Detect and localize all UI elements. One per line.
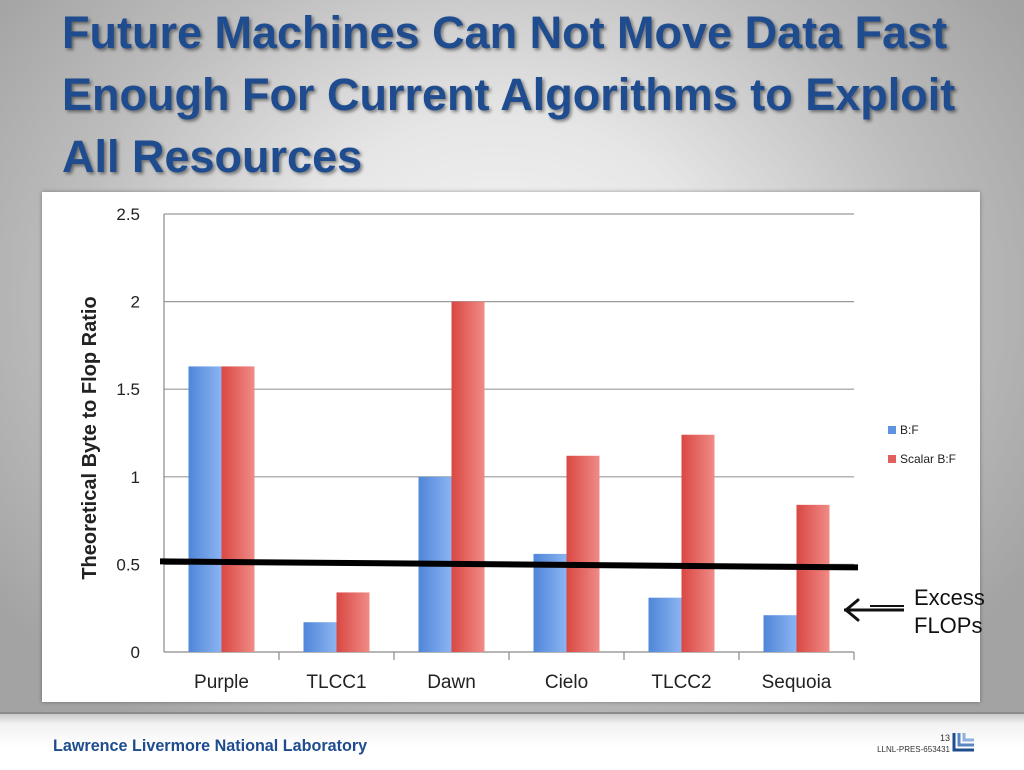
- x-tick-label: TLCC1: [306, 672, 366, 693]
- reference-line-layer: [159, 558, 859, 571]
- legend-label: B:F: [900, 423, 919, 437]
- document-id: LLNL-PRES-653431: [877, 745, 950, 754]
- slide-title: Future Machines Can Not Move Data Fast E…: [62, 7, 956, 182]
- x-tick-label: Dawn: [427, 672, 476, 693]
- legend: B:F Scalar B:F: [888, 423, 956, 466]
- llnl-logo-icon: [952, 733, 974, 752]
- x-tick-label: Sequoia: [762, 672, 832, 693]
- footer-band: [0, 712, 1024, 770]
- page-number: 13: [939, 733, 950, 743]
- x-tick-label: TLCC2: [651, 672, 711, 693]
- y-tick-label: 1.5: [116, 380, 140, 399]
- y-tick-label: 0: [131, 643, 140, 662]
- bar-bf: [648, 597, 682, 652]
- x-tick-labels: Purple TLCC1 Dawn Cielo TLCC2 Sequoia: [194, 672, 832, 693]
- annotation-text: Excess FLOPs: [914, 584, 985, 640]
- x-tick-label: Cielo: [545, 672, 588, 693]
- y-tick-label: 1: [131, 468, 140, 487]
- bar-bf: [763, 615, 797, 652]
- y-tick-label: 0.5: [116, 555, 140, 574]
- y-axis-label: Theoretical Byte to Flop Ratio: [79, 296, 101, 579]
- y-tick-label: 2.5: [116, 205, 140, 224]
- y-tick-label: 2: [131, 293, 140, 312]
- bar-bf: [303, 622, 337, 652]
- bars: [188, 301, 830, 652]
- annotation-line-2: FLOPs: [914, 613, 983, 638]
- left-arrow-icon: [844, 598, 904, 622]
- bar-chart: 0 0.5 1 1.5 2 2.5 Purple TLCC1 Dawn Cielo TLCC2 Se…: [79, 205, 956, 693]
- excess-flops-annotation: Excess FLOPs: [840, 582, 1010, 642]
- bar-scalar-bf: [681, 434, 715, 652]
- reference-line: [159, 558, 859, 571]
- legend-swatch: [888, 426, 896, 434]
- bar-scalar-bf: [221, 366, 255, 652]
- bar-bf: [188, 366, 222, 652]
- bar-scalar-bf: [566, 455, 600, 652]
- bar-scalar-bf: [796, 504, 830, 652]
- x-tick-label: Purple: [194, 672, 249, 693]
- grid-lines: [163, 213, 855, 660]
- legend-label: Scalar B:F: [900, 452, 956, 466]
- bar-scalar-bf: [451, 301, 485, 652]
- lab-name: Lawrence Livermore National Laboratory: [53, 736, 368, 755]
- chart-panel: 0 0.5 1 1.5 2 2.5 Purple TLCC1 Dawn Cielo TLCC2 Se…: [42, 192, 980, 702]
- bar-scalar-bf: [336, 592, 370, 652]
- bar-bf: [533, 553, 567, 652]
- y-tick-labels: 0 0.5 1 1.5 2 2.5: [116, 205, 140, 662]
- legend-swatch: [888, 455, 896, 463]
- annotation-line-1: Excess: [914, 585, 985, 610]
